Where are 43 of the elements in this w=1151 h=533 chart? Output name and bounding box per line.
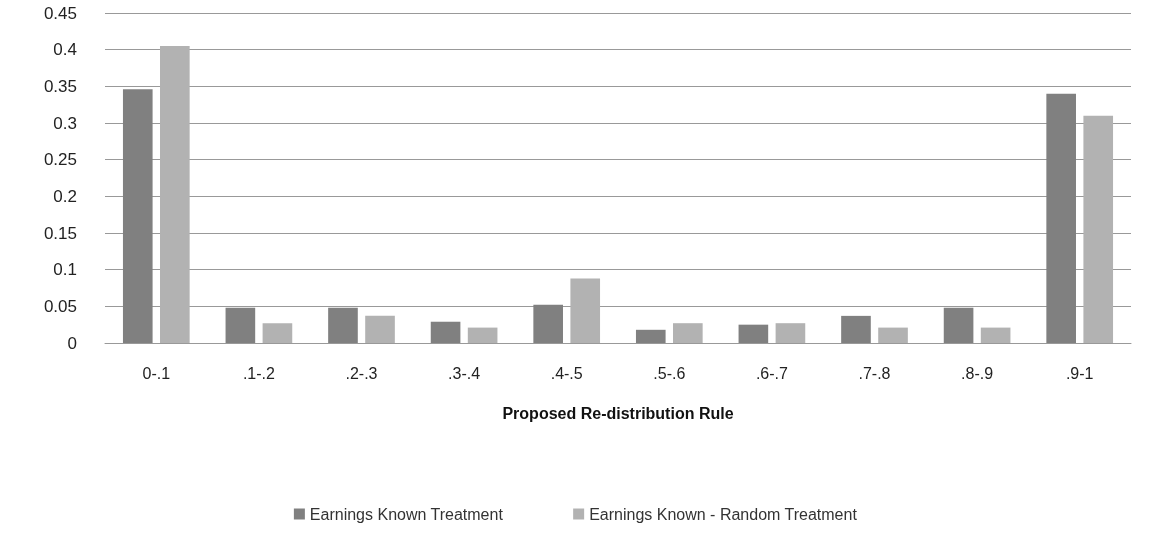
x-tick-label: .6-.7 [755,364,789,382]
y-tick-label: 0.3 [53,113,77,133]
bar [122,89,153,343]
bar [673,323,703,343]
x-tick-label: .8-.9 [961,364,994,382]
y-tick-label: 0.35 [43,76,77,96]
legend-label: Earnings Known Treatment [309,505,504,523]
bar [262,323,293,343]
x-tick-label: .2-.3 [345,364,378,382]
y-tick-label: 0.15 [43,223,77,243]
x-tick-label: .5-.6 [653,364,686,382]
legend-label: Earnings Known - Random Treatment [589,505,858,523]
y-tick-label: 0.2 [53,186,77,206]
x-tick-label: .9-1 [1065,364,1094,382]
bar [225,307,256,343]
bar [533,304,563,343]
x-tick-label: .1-.2 [242,364,276,382]
y-tick-label: 0.4 [53,40,77,60]
y-tick-label: 0.25 [43,150,77,170]
x-tick-label: .4-.5 [550,364,583,382]
bar [160,46,190,343]
x-tick-label: 0-.1 [142,364,171,382]
bar [943,307,974,343]
y-tick-label: 0.1 [53,260,77,280]
y-tick-label: 0.45 [43,3,77,23]
x-tick-label: .3-.4 [448,364,481,382]
bar [328,307,358,343]
y-tick-label: 0.05 [43,296,77,316]
bar [365,315,395,343]
bar [1083,115,1114,343]
bar [738,324,769,343]
bar [1046,93,1076,343]
bar [775,323,806,343]
x-axis-title: Proposed Re-distribution Rule [502,404,734,422]
y-tick-label: 0 [67,333,77,353]
bar [980,327,1011,343]
bar [635,329,666,343]
bar [878,327,908,343]
bar [467,327,498,343]
bar [430,321,461,343]
x-tick-label: .7-.8 [858,364,891,382]
bar [570,278,601,343]
bar [841,315,871,343]
